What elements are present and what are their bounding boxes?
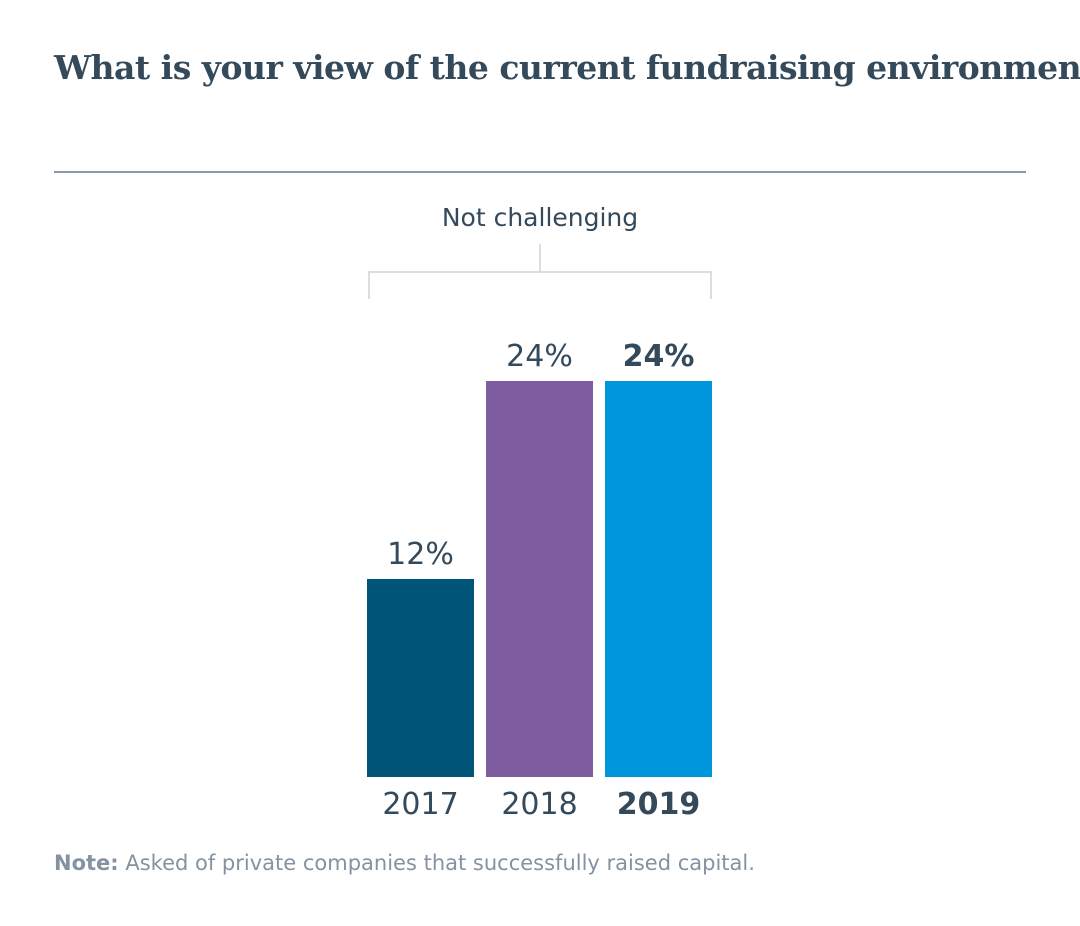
chart-note: Note: Asked of private companies that su… — [54, 851, 755, 875]
note-label: Note: — [54, 851, 119, 875]
category-label-2017: 2017 — [382, 787, 458, 822]
value-label-2019: 24% — [623, 339, 695, 374]
chart-title: What is your view of the current fundrai… — [54, 48, 1080, 87]
title-divider — [54, 171, 1026, 173]
bars-layer: 12% 2017 24% 2018 24% 2019 — [367, 339, 712, 822]
group-label: Not challenging — [442, 203, 638, 232]
bar-2019 — [605, 381, 712, 777]
bar-2017 — [367, 579, 474, 777]
group-bracket — [368, 244, 712, 299]
category-label-2018: 2018 — [501, 787, 577, 822]
value-label-2017: 12% — [387, 537, 454, 572]
category-label-2019: 2019 — [617, 787, 701, 822]
note-text: Asked of private companies that successf… — [125, 851, 755, 875]
bar-2018 — [486, 381, 593, 777]
value-label-2018: 24% — [506, 339, 573, 374]
